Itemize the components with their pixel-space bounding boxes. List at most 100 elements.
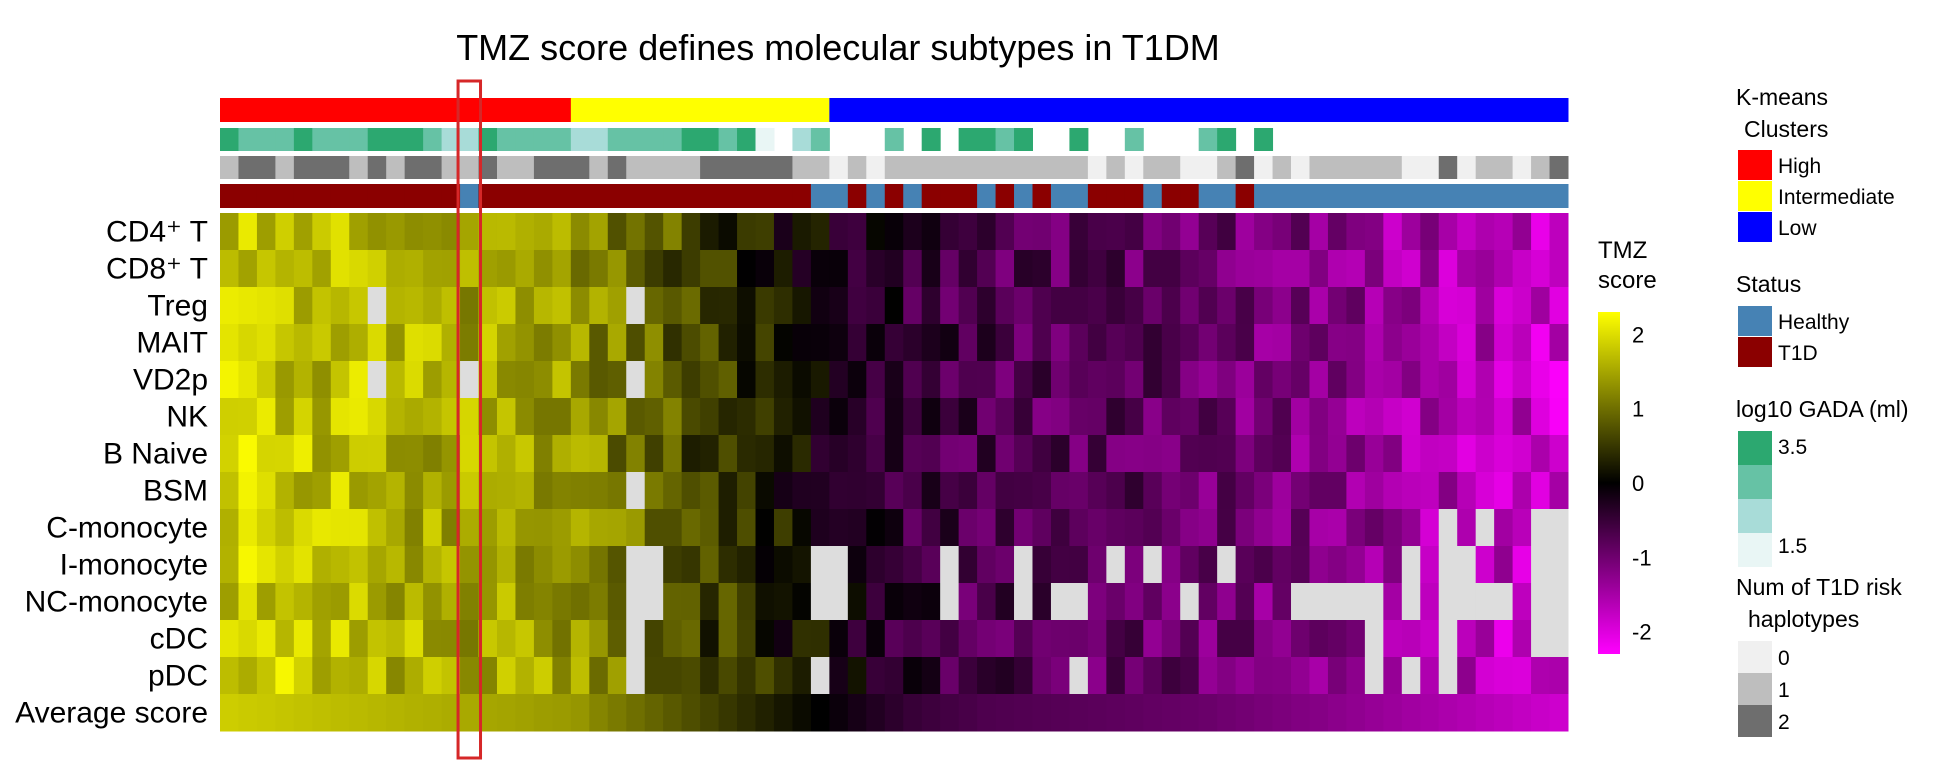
heatmap-cell: [958, 361, 978, 399]
heatmap-cell: [681, 657, 701, 695]
heatmap-cell: [275, 509, 295, 547]
heatmap-cell: [1549, 509, 1569, 547]
gada-cell: [275, 128, 295, 151]
heatmap-cell: [386, 694, 406, 732]
heatmap-cell: [1383, 657, 1403, 695]
heatmap-cell: [792, 287, 812, 325]
heatmap-cell: [1327, 435, 1347, 473]
heatmap-cell: [773, 250, 793, 288]
heatmap-cell: [1217, 213, 1237, 251]
heatmap-cell: [1549, 250, 1569, 288]
heatmap-cell: [1438, 250, 1458, 288]
heatmap-cell: [626, 361, 646, 399]
heatmap-cell: [423, 435, 443, 473]
heatmap-cell: [958, 583, 978, 621]
heatmap-cell: [1457, 250, 1477, 288]
heatmap-cell: [810, 546, 830, 584]
haplotype-cell: [1032, 156, 1052, 179]
heatmap-cell: [681, 287, 701, 325]
heatmap-cell: [737, 324, 757, 362]
heatmap-cell: [589, 509, 609, 547]
heatmap-cell: [441, 509, 461, 547]
heatmap-cell: [1106, 546, 1126, 584]
heatmap-cell: [718, 324, 738, 362]
haplotype-cell: [1106, 156, 1126, 179]
heatmap-cell: [626, 583, 646, 621]
heatmap-cell: [1069, 472, 1089, 510]
gada-cell: [533, 128, 553, 151]
status-cell: [921, 184, 941, 208]
heatmap-cell: [1272, 620, 1292, 658]
heatmap-cell: [1143, 250, 1163, 288]
heatmap-cell: [1420, 694, 1440, 732]
heatmap-cell: [533, 694, 553, 732]
heatmap-cell: [1272, 657, 1292, 695]
heatmap-cell: [681, 435, 701, 473]
heatmap-cell: [1069, 213, 1089, 251]
heatmap-cell: [1106, 509, 1126, 547]
legend-status-item-label: Healthy: [1778, 311, 1850, 334]
heatmap-cell: [1198, 509, 1218, 547]
status-cell: [1032, 184, 1052, 208]
heatmap-cell: [866, 509, 886, 547]
heatmap-cell: [1050, 620, 1070, 658]
heatmap-cell: [1309, 435, 1329, 473]
heatmap-cell: [1494, 398, 1514, 436]
gada-cell: [570, 128, 590, 151]
heatmap-cell: [1014, 361, 1033, 399]
heatmap-cell: [552, 546, 572, 584]
heatmap-cell: [644, 583, 664, 621]
heatmap-cell: [1050, 398, 1070, 436]
heatmap-cell: [1309, 694, 1329, 732]
heatmap-cell: [1235, 213, 1255, 251]
heatmap-cell: [626, 287, 646, 325]
gada-cell: [349, 128, 369, 151]
heatmap-cell: [589, 694, 609, 732]
heatmap-cell: [700, 250, 720, 288]
heatmap-cell: [1531, 435, 1551, 473]
gada-cell: [995, 128, 1015, 151]
status-cell: [275, 184, 295, 208]
heatmap-cell: [1401, 583, 1421, 621]
legend-gada-tick: 3.5: [1778, 436, 1807, 459]
heatmap-cell: [940, 398, 960, 436]
haplotype-cell: [478, 156, 498, 179]
heatmap-cell: [1291, 694, 1310, 732]
heatmap-cell: [367, 472, 387, 510]
haplotype-cell: [423, 156, 443, 179]
heatmap-cell: [441, 546, 461, 584]
haplotype-cell: [441, 156, 461, 179]
heatmap-cell: [349, 583, 369, 621]
heatmap-cell: [1069, 657, 1089, 695]
heatmap-cell: [884, 694, 904, 732]
heatmap-cell: [1475, 694, 1495, 732]
heatmap-cell: [570, 361, 590, 399]
heatmap-cell: [349, 694, 369, 732]
heatmap-cell: [1180, 287, 1200, 325]
heatmap-cell: [256, 472, 276, 510]
heatmap-cell: [1401, 324, 1421, 362]
heatmap-cell: [1124, 361, 1144, 399]
heatmap-cell: [1512, 472, 1532, 510]
heatmap-cell: [1512, 546, 1532, 584]
legend-kmeans-title-line2: Clusters: [1744, 116, 1828, 142]
heatmap-cell: [1161, 546, 1181, 584]
heatmap-cell: [238, 398, 258, 436]
heatmap-cell: [1161, 509, 1181, 547]
heatmap-cell: [866, 287, 886, 325]
row-label: Average score: [15, 697, 208, 730]
heatmap-cell: [1235, 250, 1255, 288]
heatmap-cell: [700, 546, 720, 584]
heatmap-cell: [570, 620, 590, 658]
heatmap-cell: [792, 657, 812, 695]
heatmap-cell: [1291, 546, 1310, 584]
heatmap-cell: [1161, 324, 1181, 362]
heatmap-cell: [441, 398, 461, 436]
heatmap-cell: [940, 509, 960, 547]
heatmap-cell: [903, 583, 923, 621]
heatmap-cell: [1106, 250, 1126, 288]
heatmap-cell: [940, 583, 960, 621]
heatmap-cell: [940, 324, 960, 362]
heatmap-cell: [275, 250, 295, 288]
heatmap-cell: [1161, 583, 1181, 621]
